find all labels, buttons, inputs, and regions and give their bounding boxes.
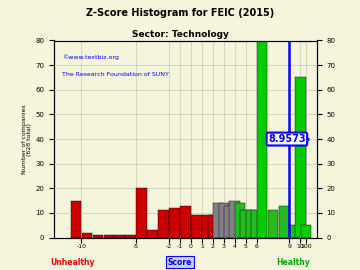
Bar: [158, 211, 169, 238]
Bar: [213, 203, 224, 238]
Bar: [279, 205, 289, 238]
Text: Score: Score: [168, 258, 192, 266]
Bar: [208, 215, 218, 238]
Bar: [125, 235, 136, 238]
Bar: [104, 235, 114, 238]
Bar: [295, 77, 306, 238]
Bar: [224, 205, 234, 238]
Text: Z-Score Histogram for FEIC (2015): Z-Score Histogram for FEIC (2015): [86, 8, 274, 18]
Bar: [301, 225, 311, 238]
Text: Unhealthy: Unhealthy: [50, 258, 95, 266]
Bar: [240, 211, 251, 238]
Text: The Research Foundation of SUNY: The Research Foundation of SUNY: [62, 72, 169, 77]
Y-axis label: Number of companies
(628 total): Number of companies (628 total): [22, 104, 32, 174]
Text: 8.9573: 8.9573: [268, 134, 306, 144]
Text: Sector: Technology: Sector: Technology: [131, 30, 229, 39]
Bar: [202, 215, 212, 238]
Bar: [114, 235, 125, 238]
Bar: [246, 211, 256, 238]
Text: Healthy: Healthy: [276, 258, 310, 266]
Bar: [219, 203, 229, 238]
Bar: [93, 235, 103, 238]
Bar: [136, 188, 147, 238]
Bar: [257, 40, 267, 238]
Bar: [229, 201, 240, 238]
Bar: [268, 211, 278, 238]
Bar: [180, 205, 190, 238]
Bar: [147, 230, 158, 238]
Bar: [251, 211, 262, 238]
Bar: [290, 225, 300, 238]
Bar: [169, 208, 180, 238]
Bar: [235, 203, 246, 238]
Bar: [191, 215, 202, 238]
Bar: [71, 201, 81, 238]
Text: ©www.textbiz.org: ©www.textbiz.org: [62, 54, 119, 60]
Bar: [82, 233, 92, 238]
